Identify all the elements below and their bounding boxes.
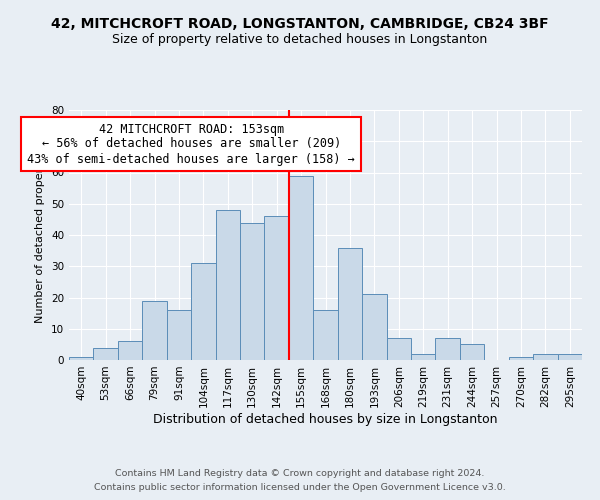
- Text: 42, MITCHCROFT ROAD, LONGSTANTON, CAMBRIDGE, CB24 3BF: 42, MITCHCROFT ROAD, LONGSTANTON, CAMBRI…: [51, 18, 549, 32]
- Bar: [509, 357, 533, 360]
- Y-axis label: Number of detached properties: Number of detached properties: [35, 148, 46, 322]
- Text: Contains public sector information licensed under the Open Government Licence v3: Contains public sector information licen…: [94, 484, 506, 492]
- Bar: [191, 263, 215, 360]
- Bar: [265, 216, 289, 360]
- Bar: [436, 338, 460, 360]
- Bar: [142, 300, 167, 360]
- Bar: [313, 310, 338, 360]
- Bar: [118, 341, 142, 360]
- Text: Size of property relative to detached houses in Longstanton: Size of property relative to detached ho…: [112, 32, 488, 46]
- Bar: [289, 176, 313, 360]
- Bar: [411, 354, 436, 360]
- Bar: [69, 357, 94, 360]
- Bar: [386, 338, 411, 360]
- X-axis label: Distribution of detached houses by size in Longstanton: Distribution of detached houses by size …: [153, 412, 498, 426]
- Text: 42 MITCHCROFT ROAD: 153sqm
← 56% of detached houses are smaller (209)
43% of sem: 42 MITCHCROFT ROAD: 153sqm ← 56% of deta…: [27, 122, 355, 166]
- Bar: [362, 294, 386, 360]
- Text: Contains HM Land Registry data © Crown copyright and database right 2024.: Contains HM Land Registry data © Crown c…: [115, 468, 485, 477]
- Bar: [167, 310, 191, 360]
- Bar: [215, 210, 240, 360]
- Bar: [557, 354, 582, 360]
- Bar: [338, 248, 362, 360]
- Bar: [533, 354, 557, 360]
- Bar: [240, 222, 265, 360]
- Bar: [460, 344, 484, 360]
- Bar: [94, 348, 118, 360]
